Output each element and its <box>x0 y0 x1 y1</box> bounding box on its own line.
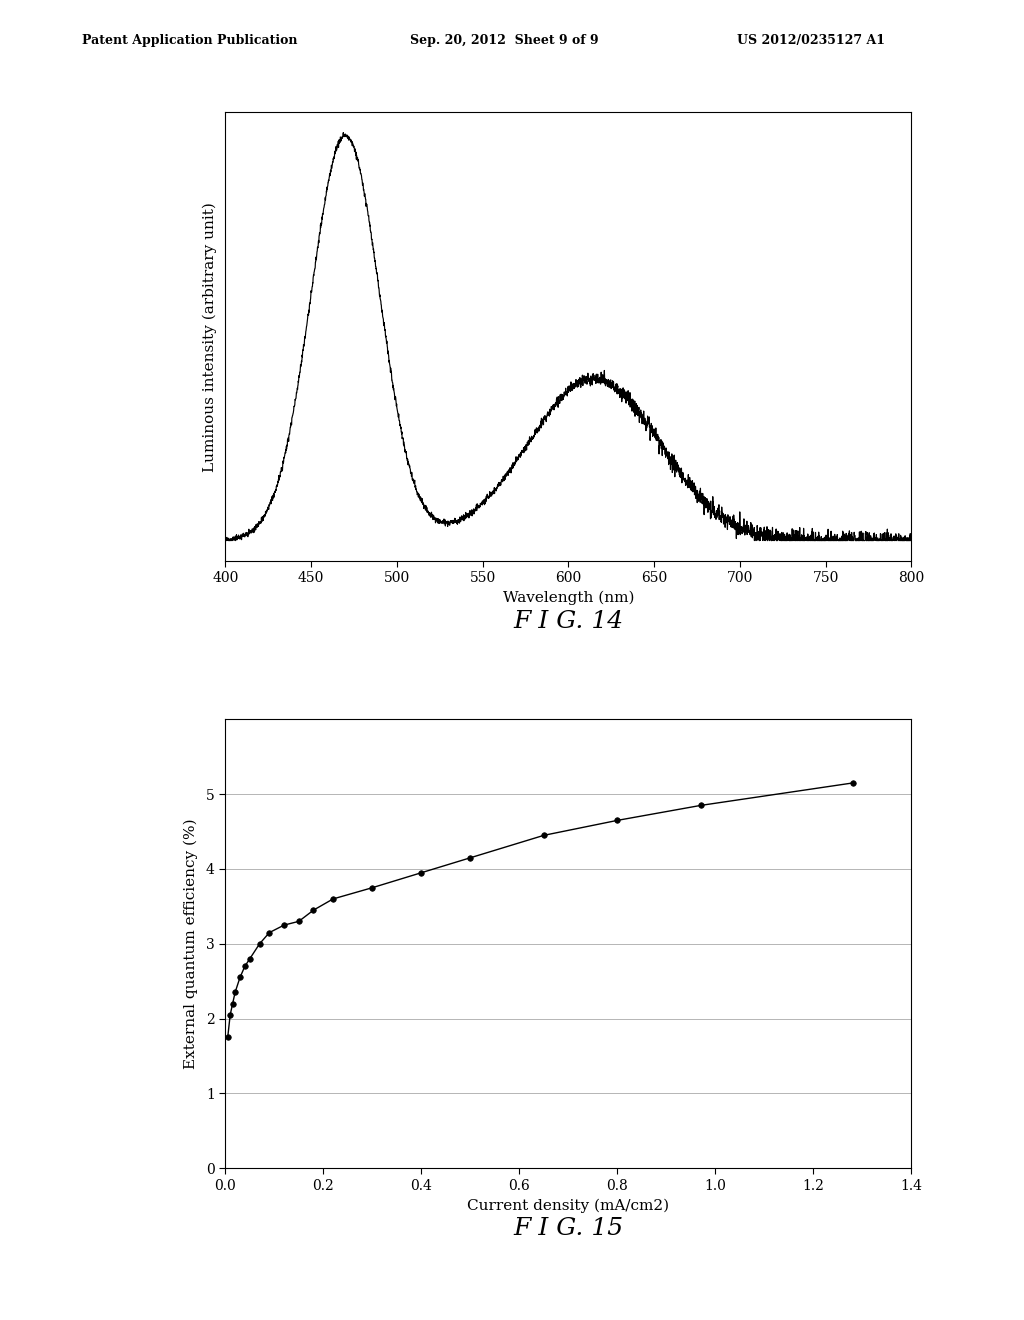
Text: Patent Application Publication: Patent Application Publication <box>82 34 297 48</box>
Text: F I G. 15: F I G. 15 <box>513 1217 624 1239</box>
Text: US 2012/0235127 A1: US 2012/0235127 A1 <box>737 34 886 48</box>
Text: F I G. 14: F I G. 14 <box>513 610 624 632</box>
Y-axis label: External quantum efficiency (%): External quantum efficiency (%) <box>183 818 198 1069</box>
X-axis label: Wavelength (nm): Wavelength (nm) <box>503 591 634 606</box>
X-axis label: Current density (mA/cm2): Current density (mA/cm2) <box>467 1199 670 1213</box>
Text: Sep. 20, 2012  Sheet 9 of 9: Sep. 20, 2012 Sheet 9 of 9 <box>410 34 598 48</box>
Y-axis label: Luminous intensity (arbitrary unit): Luminous intensity (arbitrary unit) <box>203 202 217 471</box>
